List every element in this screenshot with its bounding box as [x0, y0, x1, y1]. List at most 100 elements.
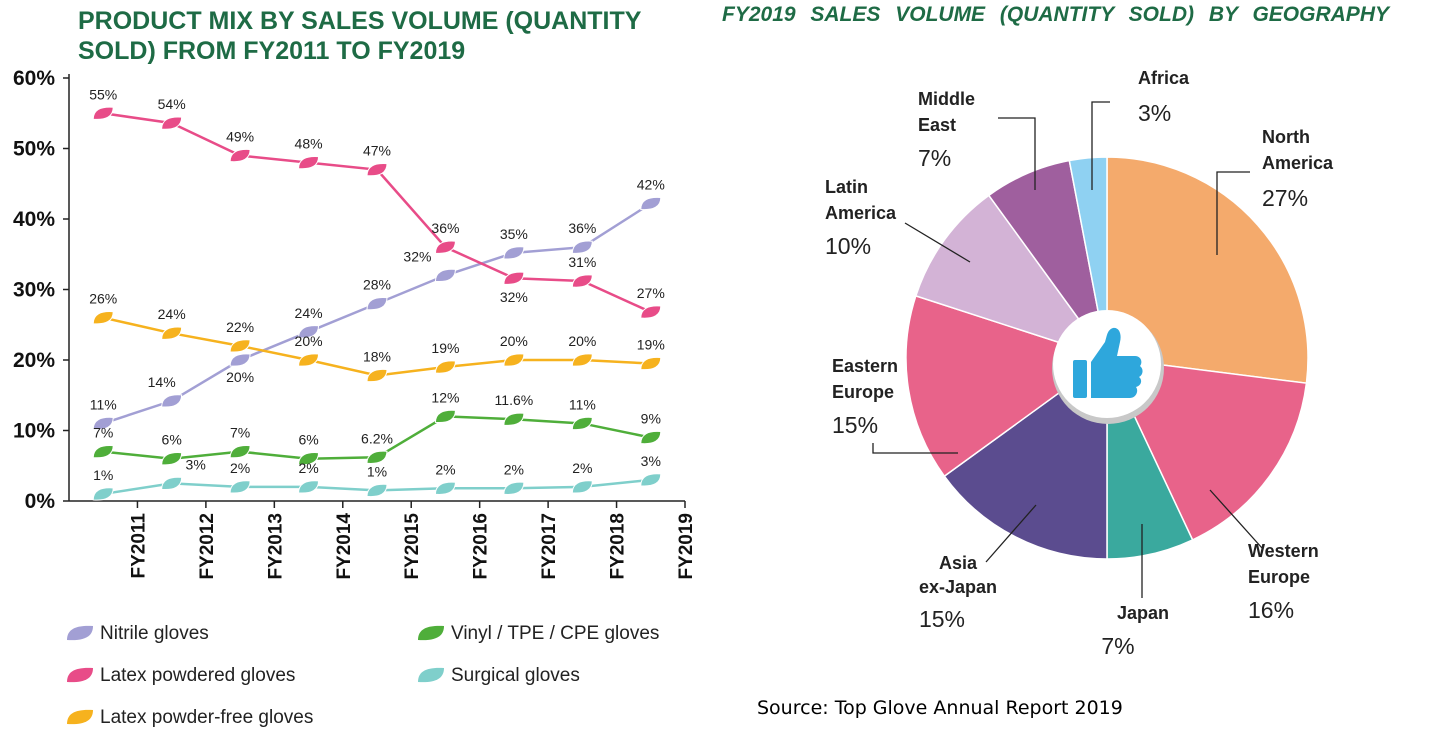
slice-name: North America — [1262, 127, 1334, 173]
data-point — [298, 452, 320, 466]
x-tick-label: FY2017 — [539, 513, 560, 580]
data-point — [434, 360, 456, 374]
slice-name: Japan — [1117, 603, 1169, 623]
data-label: 2% — [230, 460, 250, 476]
data-point — [161, 326, 183, 340]
data-point — [161, 476, 183, 491]
data-label: 24% — [158, 306, 186, 322]
thumbs-up-icon — [1073, 327, 1143, 398]
data-label: 14% — [148, 374, 176, 390]
data-label: 20% — [568, 333, 596, 349]
slice-percent: 7% — [1101, 633, 1134, 659]
legend-label: Nitrile gloves — [100, 623, 209, 644]
legend-item-surgical-gloves: Surgical gloves — [418, 665, 580, 686]
leader-line — [985, 504, 1037, 563]
data-point — [229, 480, 251, 494]
data-label: 9% — [641, 411, 661, 427]
data-label: 49% — [226, 129, 254, 145]
data-point — [366, 163, 388, 177]
data-label: 19% — [637, 337, 665, 353]
pie-chart: North America 27% Western Europe 16% Japan 7% As… — [825, 68, 1334, 659]
slice-percent: 7% — [918, 145, 951, 171]
data-point — [92, 106, 114, 120]
legend-item-latex-powdered-gloves: Latex powdered gloves — [67, 665, 295, 686]
data-label: 7% — [93, 425, 113, 441]
slice-percent: 3% — [1138, 100, 1171, 126]
data-point — [298, 325, 320, 339]
data-label: 11% — [90, 396, 117, 412]
data-label: 2% — [435, 461, 455, 477]
thumb-hand — [1091, 327, 1143, 398]
y-tick-label: 30% — [13, 279, 55, 302]
slice-percent: 27% — [1262, 185, 1308, 211]
data-label: 3% — [186, 456, 206, 472]
legend: Nitrile gloves Latex powdered gloves Latex… — [67, 623, 659, 728]
legend-swatch — [67, 667, 93, 683]
leader-line — [1091, 101, 1110, 190]
data-label: 6.2% — [361, 430, 393, 446]
leader-line — [1216, 171, 1250, 255]
data-label: 20% — [295, 333, 323, 349]
slice-name: Western Europe — [1248, 541, 1319, 587]
data-label: 2% — [504, 461, 524, 477]
x-tick-label: FY2011 — [128, 513, 149, 579]
data-label: 12% — [431, 389, 459, 405]
data-label: 11.6% — [495, 392, 534, 408]
data-point — [503, 481, 525, 495]
pie-slices — [905, 156, 1309, 560]
legend-label: Latex powdered gloves — [100, 665, 295, 686]
data-label: 6% — [298, 432, 318, 448]
legend-label: Vinyl / TPE / CPE gloves — [451, 623, 659, 644]
data-label: 11% — [569, 396, 596, 412]
data-point — [229, 148, 251, 163]
data-point — [640, 305, 662, 319]
data-label: 54% — [158, 96, 186, 112]
data-label: 24% — [295, 305, 323, 321]
series-nitrile-gloves: 11% 14% 20% 24% 28% 32% 35% 36% 42% — [90, 176, 665, 431]
data-label: 19% — [431, 340, 459, 356]
data-point — [640, 473, 662, 487]
callout-japan: Japan 7% — [1101, 524, 1169, 659]
data-point — [161, 116, 183, 130]
y-tick-label: 50% — [13, 138, 55, 161]
y-tick-label: 60% — [13, 67, 55, 90]
data-label: 32% — [500, 289, 528, 305]
legend-swatch — [67, 709, 93, 725]
legend-item-vinyl-tpe-cpe-gloves: Vinyl / TPE / CPE gloves — [418, 623, 659, 644]
slice-percent: 15% — [919, 606, 965, 632]
data-point — [229, 353, 251, 367]
data-label: 18% — [363, 349, 391, 365]
data-point — [571, 240, 593, 254]
data-point — [229, 445, 251, 459]
slice-percent: 16% — [1248, 597, 1294, 623]
data-label: 55% — [89, 86, 117, 102]
data-point — [434, 240, 456, 254]
data-label: 32% — [403, 248, 431, 264]
leader-line — [1209, 489, 1263, 549]
data-point — [366, 368, 388, 383]
data-point — [640, 196, 662, 211]
data-label: 42% — [637, 176, 665, 192]
legend-swatch — [418, 625, 444, 641]
data-point — [434, 268, 456, 283]
pie-slice-africa — [1068, 156, 1108, 359]
series-surgical-gloves: 1% 3% 2% 2% 1% 2% 2% 2% 3% — [92, 453, 662, 501]
data-label: 31% — [568, 254, 596, 270]
callout-north-america: North America 27% — [1216, 127, 1334, 255]
data-point — [571, 416, 593, 431]
callout-latin-america: Latin America 10% — [825, 177, 971, 263]
data-point — [503, 412, 525, 426]
data-label: 1% — [367, 463, 387, 479]
data-point — [640, 356, 662, 371]
y-tick-label: 0% — [25, 490, 56, 513]
x-tick-label: FY2013 — [265, 513, 286, 580]
data-point — [503, 271, 525, 285]
data-point — [298, 480, 320, 494]
x-tick-label: FY2019 — [676, 513, 697, 580]
legend-label: Latex powder-free gloves — [100, 707, 313, 728]
data-point — [161, 394, 183, 408]
data-label: 2% — [572, 460, 592, 476]
legend-swatch — [67, 625, 93, 641]
pie-chart-title: FY2019 SALES VOLUME (QUANTITY SOLD) BY G… — [722, 3, 1389, 26]
